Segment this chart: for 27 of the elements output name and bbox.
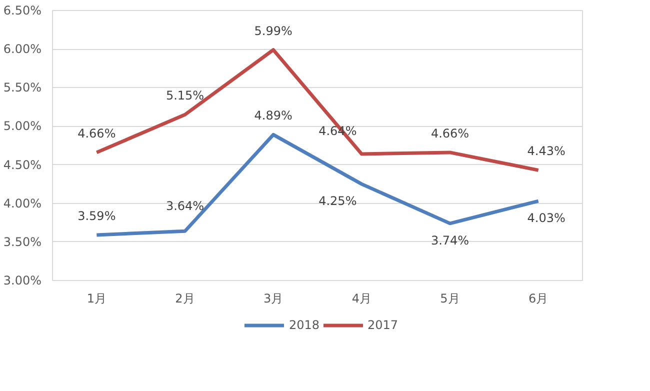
data-label: 3.74% — [430, 233, 470, 248]
x-tick-label: 2月 — [175, 292, 195, 306]
x-tick-label: 4月 — [352, 292, 372, 306]
data-label: 4.66% — [430, 126, 470, 140]
data-label: 3.59% — [78, 208, 116, 223]
data-label: 4.43% — [527, 144, 566, 158]
y-tick-label: 6.50% — [3, 4, 42, 18]
data-label: 3.64% — [166, 199, 204, 214]
y-tick-label: 3.00% — [3, 274, 42, 288]
data-label: 5.99% — [254, 24, 292, 38]
x-tick-label: 5月 — [440, 292, 460, 306]
legend-label: 2018 — [288, 318, 320, 332]
data-label: 4.25% — [318, 194, 357, 208]
y-tick-label: 5.00% — [3, 119, 42, 134]
x-tick-label: 1月 — [86, 292, 106, 306]
x-tick-label: 6月 — [528, 292, 548, 306]
data-label: 5.15% — [166, 88, 204, 103]
x-tick-label: 3月 — [264, 292, 284, 306]
y-tick-label: 4.50% — [3, 158, 42, 172]
data-label: 4.03% — [527, 211, 566, 226]
legend-label: 2017 — [368, 318, 398, 332]
y-tick-label: 4.00% — [3, 196, 42, 210]
y-tick-label: 3.50% — [3, 234, 42, 249]
y-tick-label: 5.50% — [3, 80, 42, 95]
data-label: 4.66% — [78, 126, 116, 140]
y-tick-label: 6.00% — [3, 42, 42, 56]
data-label: 4.89% — [254, 108, 292, 123]
